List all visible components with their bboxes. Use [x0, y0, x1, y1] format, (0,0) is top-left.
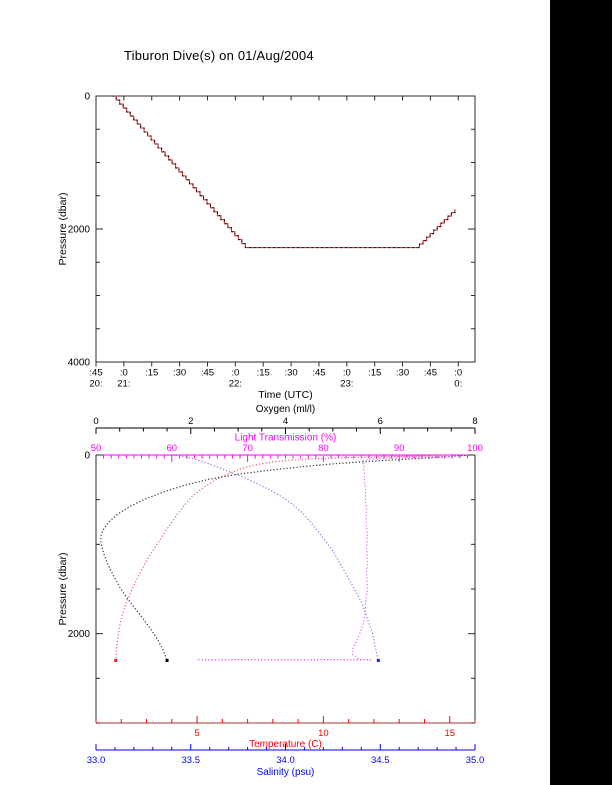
x-tick-minute-label: :30: [173, 368, 186, 379]
axis-oxygen: 0 2 4 6 8 Oxygen (ml/l): [93, 404, 478, 434]
tick-label: 4: [283, 416, 288, 427]
x-tick-hour-label: 21:: [117, 379, 130, 390]
tick-label: 6: [378, 416, 383, 427]
tick-label: 33.5: [182, 755, 201, 766]
light-transmission-profile: [293, 454, 453, 661]
temperature-profile: [115, 454, 445, 661]
y-axis-title: Pressure (dbar): [57, 193, 69, 266]
tick-label: 33.0: [87, 755, 106, 766]
salinity-profile-end-marker: [376, 658, 380, 662]
y-tick-label: 4000: [68, 358, 91, 369]
tick-label: 34.0: [276, 755, 295, 766]
tick-label: 50: [91, 443, 102, 454]
page-title: Tiburon Dive(s) on 01/Aug/2004: [124, 48, 314, 63]
y-tick-label: 0: [84, 92, 90, 103]
tick-label: 2: [188, 416, 193, 427]
tick-label: 60: [167, 443, 178, 454]
x-axis-title: Time (UTC): [258, 389, 312, 401]
axis-title: Oxygen (ml/l): [256, 404, 315, 415]
x-tick-hour-label: 23:: [340, 379, 353, 390]
axis-title: Salinity (psu): [257, 767, 315, 778]
tick-label: 0: [93, 416, 98, 427]
tick-label: 35.0: [466, 755, 485, 766]
tick-label: 80: [318, 443, 329, 454]
x-tick-minute-label: :0: [120, 368, 128, 379]
x-tick-minute-label: :30: [396, 368, 409, 379]
salinity-profile: [175, 454, 379, 661]
x-tick-minute-label: :15: [145, 368, 158, 379]
y-axis-title: Pressure (dbar): [57, 553, 69, 626]
x-tick-minute-label: :15: [368, 368, 381, 379]
x-tick-minute-label: :45: [201, 368, 214, 379]
x-tick-minute-label: :0: [454, 368, 462, 379]
x-tick-minute-label: :0: [231, 368, 239, 379]
tick-label: 15: [444, 728, 455, 739]
x-tick-minute-label: :45: [424, 368, 437, 379]
axis-salinity: 33.0 33.5 34.0 34.5 35.0 Salinity (psu): [87, 744, 485, 778]
tick-label: 8: [472, 416, 477, 427]
y-tick-label: 2000: [68, 225, 91, 236]
tick-label: 90: [394, 443, 405, 454]
dive-track-red: [112, 95, 456, 249]
x-tick-minute-label: :45: [89, 368, 102, 379]
x-tick-hour-label: 0:: [454, 379, 462, 390]
oxygen-profile: [100, 454, 466, 661]
tick-label: 100: [467, 443, 483, 454]
oxygen-profile-end-marker: [165, 658, 169, 662]
x-tick-minute-label: :45: [312, 368, 325, 379]
tick-label: 5: [194, 728, 199, 739]
y-tick-label: 0: [84, 451, 90, 462]
right-black-bar: [550, 0, 612, 785]
x-tick-minute-label: :0: [343, 368, 351, 379]
plot-frame: [95, 95, 476, 363]
x-tick-hour-label: 20:: [89, 379, 102, 390]
temperature-profile-end-marker: [114, 658, 118, 662]
x-tick-minute-label: :15: [257, 368, 270, 379]
y-tick-label: 2000: [68, 629, 91, 640]
tick-label: 70: [242, 443, 253, 454]
axis-title: Light Transmission (%): [235, 433, 337, 444]
tick-label: 10: [318, 728, 329, 739]
x-tick-hour-label: 22:: [229, 379, 242, 390]
tick-label: 34.5: [371, 755, 390, 766]
x-tick-minute-label: :30: [284, 368, 297, 379]
dive-track-black-dashes: [112, 95, 456, 249]
axis-light-transmission: 50 60 70 80 90 100 Light Transmission (%): [91, 433, 483, 462]
